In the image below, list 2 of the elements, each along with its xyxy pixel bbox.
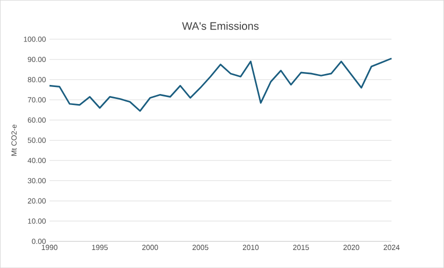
line-series: [48, 58, 392, 112]
chart-title: WA's Emissions: [182, 22, 259, 30]
